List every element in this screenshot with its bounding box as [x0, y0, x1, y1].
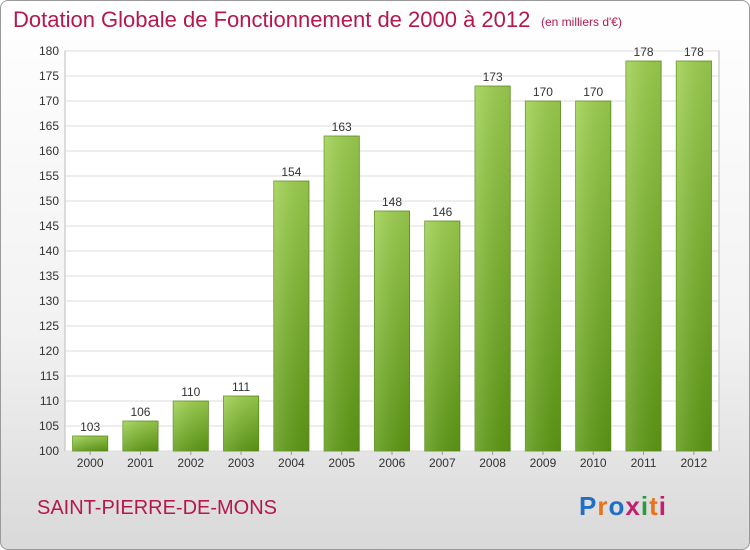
logo-letter: x — [625, 491, 641, 521]
data-label: 103 — [80, 420, 100, 434]
x-tick-label: 2006 — [379, 456, 406, 470]
x-tick-label: 2009 — [530, 456, 557, 470]
bar-chart: 100 105 110 115 120 125 130 135 140 145 150 155 160 1… — [39, 44, 720, 470]
bar-shade — [273, 181, 309, 451]
data-label: 178 — [684, 45, 704, 59]
x-tick-label: 2001 — [127, 456, 154, 470]
x-tick-label: 2010 — [580, 456, 607, 470]
x-tick-label: 2012 — [680, 456, 707, 470]
x-tick-label: 2002 — [177, 456, 204, 470]
data-label: 154 — [281, 165, 301, 179]
bar-shade — [223, 396, 259, 451]
bar-shade — [324, 136, 360, 451]
data-label: 110 — [181, 385, 200, 399]
data-label: 148 — [382, 195, 402, 209]
y-tick-label: 105 — [39, 419, 59, 433]
y-tick-label: 145 — [39, 219, 59, 233]
bar-shade — [575, 101, 611, 451]
y-tick-label: 165 — [39, 119, 59, 133]
data-label: 173 — [483, 70, 503, 84]
unit-note: (en milliers d'€) — [541, 15, 622, 29]
data-label: 170 — [583, 85, 603, 99]
y-tick-label: 175 — [39, 69, 59, 83]
x-tick-label: 2004 — [278, 456, 305, 470]
bar-shade — [72, 436, 108, 451]
y-tick-label: 125 — [39, 319, 59, 333]
bar-shade — [676, 61, 712, 451]
bar-shade — [374, 211, 410, 451]
data-label: 106 — [130, 405, 150, 419]
y-tick-label: 170 — [39, 94, 59, 108]
x-tick-label: 2005 — [328, 456, 355, 470]
bar-shade — [424, 221, 460, 451]
y-tick-label: 180 — [39, 44, 59, 58]
x-tick-label: 2003 — [228, 456, 255, 470]
x-tick-label: 2007 — [429, 456, 456, 470]
logo-letter: r — [597, 491, 609, 521]
commune-name: SAINT-PIERRE-DE-MONS — [37, 497, 278, 519]
x-tick-label: 2000 — [77, 456, 104, 470]
data-label: 163 — [332, 120, 352, 134]
logo-letter: t — [649, 491, 659, 521]
data-label: 170 — [533, 85, 553, 99]
y-tick-label: 140 — [39, 244, 59, 258]
data-label: 111 — [232, 380, 251, 394]
logo-letter: P — [579, 491, 598, 521]
y-tick-label: 130 — [39, 294, 59, 308]
logo-letter: o — [608, 491, 626, 521]
logo-letter: i — [658, 491, 667, 521]
x-tick-label: 2008 — [479, 456, 506, 470]
logo-letter: i — [640, 491, 650, 521]
y-tick-label: 100 — [39, 444, 59, 458]
x-tick-label: 2011 — [631, 456, 657, 470]
y-tick-label: 115 — [40, 369, 59, 383]
chart-title: Dotation Globale de Fonctionnement de 20… — [13, 7, 531, 32]
bar-shade — [625, 61, 662, 451]
bar-shade — [475, 86, 511, 451]
y-tick-label: 150 — [39, 194, 59, 208]
bar-shade — [173, 401, 209, 451]
y-tick-label: 155 — [39, 169, 59, 183]
proxiti-logo: Proxiti — [579, 491, 667, 522]
y-tick-label: 135 — [39, 269, 59, 283]
bar-shade — [122, 421, 159, 451]
y-tick-label: 160 — [39, 144, 59, 158]
data-label: 146 — [432, 205, 452, 219]
bar-shade — [525, 101, 561, 451]
y-tick-label: 110 — [40, 394, 59, 408]
data-label: 178 — [634, 45, 654, 59]
y-tick-label: 120 — [39, 344, 59, 358]
